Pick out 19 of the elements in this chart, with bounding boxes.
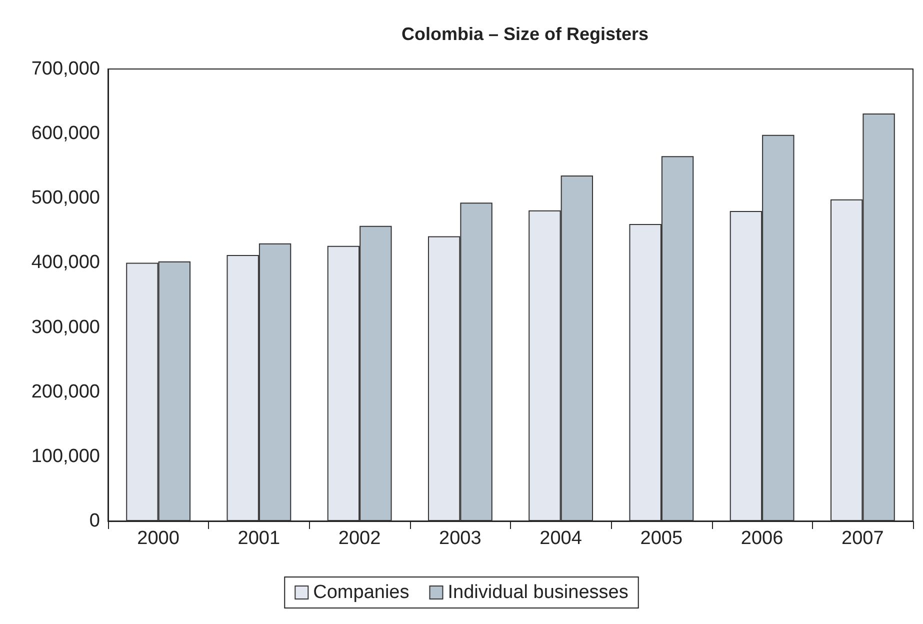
y-tick-label: 600,000: [31, 123, 100, 144]
x-tick-label: 2003: [439, 528, 482, 549]
y-tick-label: 200,000: [31, 381, 100, 402]
x-tick-label: 2007: [842, 528, 884, 549]
chart-title: Colombia – Size of Registers: [401, 24, 649, 44]
legend-label: Individual businesses: [448, 582, 628, 603]
y-tick-label: 400,000: [31, 252, 100, 274]
x-tick-label: 2004: [540, 528, 582, 549]
x-tick-label: 2006: [740, 528, 784, 549]
x-tick-label: 2005: [640, 528, 683, 549]
y-tick-label: 500,000: [31, 188, 100, 209]
y-tick-label: 700,000: [31, 58, 100, 80]
x-tick-label: 2001: [238, 528, 280, 549]
y-tick-label: 100,000: [31, 446, 100, 467]
x-tick-label: 2002: [338, 528, 381, 549]
y-tick-label: 300,000: [31, 316, 100, 338]
legend-label: Companies: [313, 582, 410, 603]
x-tick-label: 2000: [137, 528, 180, 549]
y-tick-label: 0: [89, 510, 100, 532]
